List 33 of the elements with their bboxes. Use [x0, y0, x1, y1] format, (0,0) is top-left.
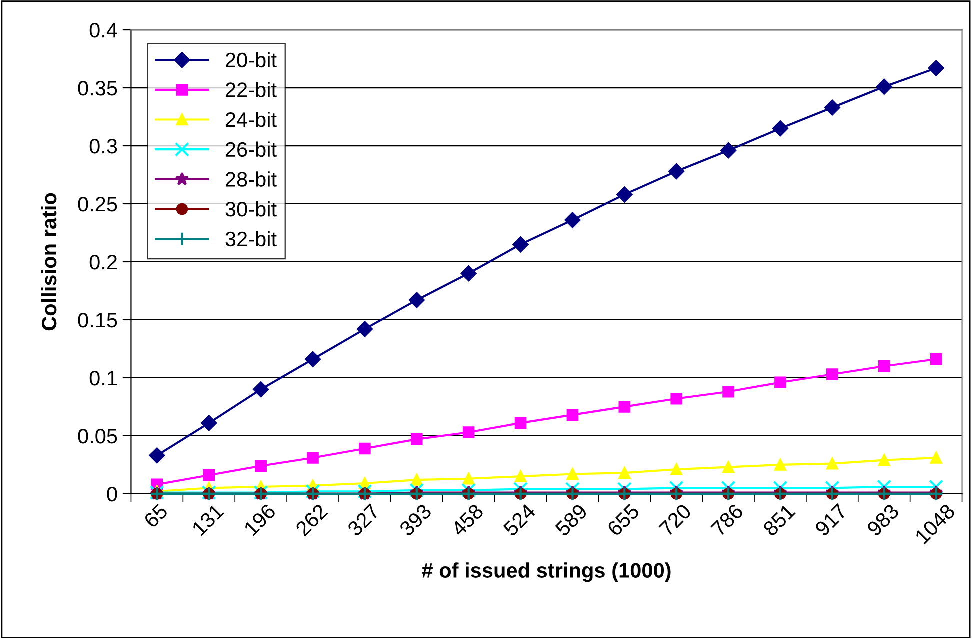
legend-label: 24-bit	[226, 112, 277, 128]
x-axis-title: # of issued strings (1000)	[422, 562, 671, 582]
x-tick-label: 393	[398, 503, 432, 538]
x-tick-label: 262	[294, 503, 329, 537]
x-tick-label: 917	[814, 503, 848, 537]
legend-label: 28-bit	[226, 172, 277, 187]
x-tick-label: 327	[346, 503, 380, 538]
x-tick-label: 524	[502, 503, 537, 538]
y-tick-label: 0	[107, 486, 118, 502]
x-tick-label: 458	[450, 503, 484, 538]
x-tick-label: 655	[606, 503, 640, 537]
legend-label: 30-bit	[226, 201, 277, 217]
x-tick-label: 131	[191, 503, 225, 537]
legend-label: 26-bit	[226, 142, 277, 158]
y-axis-title: Collision ratio	[41, 193, 57, 331]
y-tick-label: 0.25	[78, 197, 118, 212]
y-tick-label: 0.35	[78, 81, 118, 96]
x-tick-label: 851	[762, 503, 796, 538]
legend-label: 20-bit	[226, 52, 277, 68]
x-tick-label: 589	[554, 503, 588, 538]
x-tick-label: 65	[143, 503, 169, 529]
legend-label: 22-bit	[226, 82, 277, 98]
x-tick-label: 196	[243, 503, 277, 537]
y-tick-label: 0.2	[90, 254, 117, 270]
y-tick-label: 0.3	[90, 139, 118, 154]
y-tick-label: 0.15	[78, 312, 118, 328]
y-tick-label: 0.1	[90, 370, 118, 386]
x-tick-label: 786	[710, 503, 744, 537]
y-tick-label: 0.05	[78, 428, 118, 444]
y-tick-label: 0.4	[90, 23, 118, 38]
legend-label: 32-bit	[226, 231, 277, 247]
x-tick-label: 720	[658, 503, 692, 537]
x-tick-label: 983	[866, 503, 900, 537]
